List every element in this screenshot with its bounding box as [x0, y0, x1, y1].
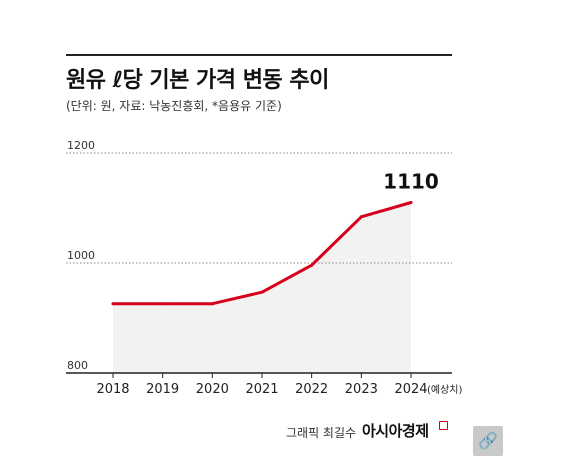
title-rule [66, 54, 452, 56]
data-point [409, 201, 413, 204]
data-point [260, 290, 264, 294]
graphic-credit: 그래픽 최길수 [286, 426, 357, 440]
brand-mark-icon [439, 421, 448, 430]
data-point [111, 302, 115, 306]
data-point [210, 302, 214, 306]
data-label: 1110 [383, 170, 439, 194]
x-tick-label: 2018 [96, 382, 129, 397]
brand-logo: 아시아경제 [362, 422, 429, 440]
x-tick-label: 2023 [345, 382, 378, 397]
x-tick-label: 2024 [394, 382, 427, 397]
y-tick-label: 1200 [67, 139, 95, 152]
x-tick-label: 2021 [245, 382, 278, 397]
data-point [310, 263, 314, 267]
x-tick-label: 2022 [295, 382, 328, 397]
chart-title: 원유 ℓ당 기본 가격 변동 추이 [66, 68, 329, 93]
data-point [161, 302, 165, 306]
x-tick-label: 2019 [146, 382, 179, 397]
chart-subtitle: (단위: 원, 자료: 낙농진흥회, *음용유 기준) [66, 99, 282, 113]
x-tick-note: (예상치) [427, 384, 463, 396]
y-tick-label: 800 [67, 359, 88, 372]
area-fill [113, 202, 411, 373]
data-point [359, 215, 363, 219]
x-tick-label: 2020 [196, 382, 229, 397]
link-icon[interactable]: 🔗 [473, 426, 503, 456]
y-tick-label: 1000 [67, 249, 95, 262]
